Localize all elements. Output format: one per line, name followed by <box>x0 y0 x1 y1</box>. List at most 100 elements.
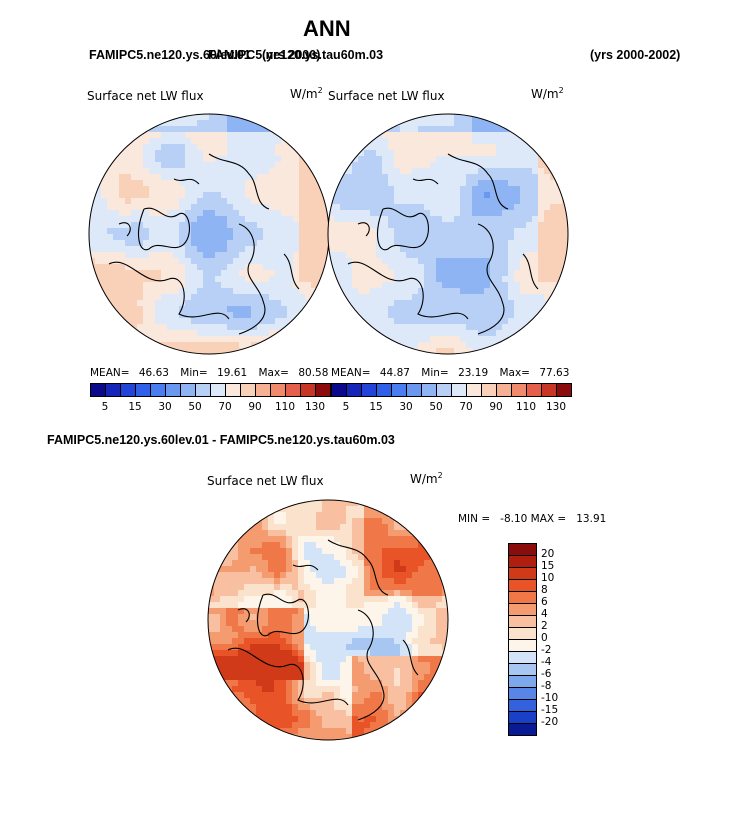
field-cell <box>131 144 138 151</box>
field-cell <box>287 312 294 319</box>
field-cell <box>382 186 389 193</box>
field-cell <box>298 644 305 651</box>
field-cell <box>262 530 269 537</box>
field-cell <box>293 222 300 229</box>
field-cell <box>316 644 323 651</box>
field-cell <box>227 294 234 301</box>
field-cell <box>328 500 335 507</box>
field-cell <box>418 270 425 277</box>
field-cell <box>394 656 401 663</box>
field-cell <box>400 144 407 151</box>
field-cell <box>257 330 264 337</box>
field-cell <box>508 198 515 205</box>
field-cell <box>274 680 281 687</box>
field-cell <box>244 602 251 609</box>
field-cell <box>436 590 443 597</box>
field-cell <box>286 686 293 693</box>
field-cell <box>412 566 419 573</box>
field-cell <box>143 186 150 193</box>
field-cell <box>400 120 407 127</box>
field-cell <box>340 590 347 597</box>
field-cell <box>263 228 270 235</box>
field-cell <box>484 240 491 247</box>
field-cell <box>113 300 120 307</box>
colorbar-tick-label: 2 <box>541 620 548 632</box>
field-cell <box>430 644 437 651</box>
field-cell <box>424 132 431 139</box>
field-cell <box>520 282 527 289</box>
field-cell <box>215 150 222 157</box>
field-cell <box>226 620 233 627</box>
field-cell <box>292 692 299 699</box>
field-cell <box>274 566 281 573</box>
field-cell <box>119 216 126 223</box>
field-cell <box>322 626 329 633</box>
field-cell <box>406 120 413 127</box>
field-cell <box>251 138 258 145</box>
field-cell <box>466 270 473 277</box>
field-cell <box>502 174 509 181</box>
field-cell <box>364 270 371 277</box>
field-cell <box>322 638 329 645</box>
field-cell <box>376 716 383 723</box>
field-cell <box>203 174 210 181</box>
field-cell <box>286 602 293 609</box>
field-cell <box>394 590 401 597</box>
field-cell <box>412 294 419 301</box>
field-cell <box>412 608 419 615</box>
field-cell <box>316 506 323 513</box>
field-cell <box>209 246 216 253</box>
field-cell <box>418 126 425 133</box>
field-cell <box>538 192 545 199</box>
field-cell <box>323 240 329 247</box>
field-cell <box>239 228 246 235</box>
field-cell <box>275 198 282 205</box>
field-cell <box>442 300 449 307</box>
field-cell <box>394 644 401 651</box>
field-cell <box>358 590 365 597</box>
field-cell <box>299 270 306 277</box>
field-cell <box>316 548 323 555</box>
field-cell <box>352 210 359 217</box>
field-cell <box>538 210 545 217</box>
diff-polar-map <box>207 499 449 741</box>
field-cell <box>179 276 186 283</box>
field-cell <box>460 318 467 325</box>
field-cell <box>280 572 287 579</box>
field-cell <box>239 162 246 169</box>
field-cell <box>310 530 317 537</box>
field-cell <box>197 168 204 175</box>
field-cell <box>430 132 437 139</box>
field-cell <box>406 198 413 205</box>
page-title: ANN <box>303 16 351 41</box>
field-cell <box>101 180 108 187</box>
field-cell <box>274 716 281 723</box>
field-cell <box>424 186 431 193</box>
field-cell <box>262 626 269 633</box>
field-cell <box>305 216 312 223</box>
field-cell <box>346 590 353 597</box>
field-cell <box>442 626 448 633</box>
field-cell <box>424 228 431 235</box>
field-cell <box>125 312 132 319</box>
field-cell <box>316 734 323 740</box>
field-cell <box>346 674 353 681</box>
field-cell <box>328 518 335 525</box>
field-cell <box>131 204 138 211</box>
panel1-polar-map <box>88 113 330 355</box>
field-cell <box>239 324 246 331</box>
field-cell <box>244 650 251 657</box>
field-cell <box>346 156 353 163</box>
field-cell <box>478 198 485 205</box>
field-cell <box>550 276 557 283</box>
field-cell <box>502 324 509 331</box>
field-cell <box>358 168 365 175</box>
field-cell <box>382 530 389 537</box>
field-cell <box>316 614 323 621</box>
field-cell <box>484 282 491 289</box>
field-cell <box>131 264 138 271</box>
field-cell <box>287 222 294 229</box>
field-cell <box>478 144 485 151</box>
coastline <box>208 153 270 210</box>
field-cell <box>484 276 491 283</box>
